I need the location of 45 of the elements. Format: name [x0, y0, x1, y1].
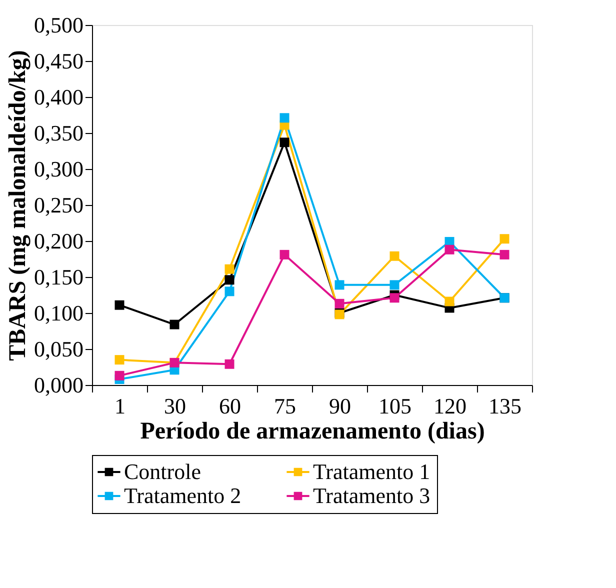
y-tick-label: 0,150	[34, 264, 84, 290]
point	[500, 234, 510, 244]
point	[390, 251, 400, 261]
point	[114, 300, 124, 310]
y-tick-label: 0,200	[34, 228, 84, 254]
point	[224, 359, 234, 369]
point	[170, 320, 180, 330]
x-tick-label: 30	[164, 394, 186, 418]
point	[390, 293, 400, 303]
x-tick-label: 120	[434, 394, 466, 418]
point	[114, 355, 124, 365]
y-tick-label: 0,100	[34, 300, 84, 326]
y-tick-label: 0,400	[34, 84, 84, 110]
point	[444, 296, 454, 306]
legend-label: Controle	[124, 459, 201, 484]
point	[114, 370, 124, 380]
x-tick-label: 105	[378, 394, 412, 418]
legend-label: Tratamento 1	[313, 459, 430, 484]
legend-label: Tratamento 3	[313, 483, 430, 508]
point	[224, 286, 234, 296]
point	[500, 250, 510, 260]
y-tick-label: 0,300	[34, 156, 84, 182]
y-tick-label: 0,250	[34, 192, 84, 218]
point	[280, 113, 290, 123]
y-axis-title: TBARS (mg malonaldeído/kg)	[5, 50, 31, 361]
point	[334, 280, 344, 290]
x-tick-label: 90	[329, 394, 351, 418]
y-tick-label: 0,450	[34, 48, 84, 74]
x-tick-label: 1	[114, 394, 126, 418]
point	[224, 264, 234, 274]
y-tick-label: 0,050	[34, 336, 84, 362]
y-tick-label: 0,000	[34, 372, 84, 398]
x-tick-label: 75	[274, 394, 296, 418]
point	[280, 250, 290, 260]
point	[334, 298, 344, 308]
x-tick-label: 60	[219, 394, 241, 418]
point	[224, 275, 234, 285]
x-tick-label: 135	[488, 394, 522, 418]
y-tick-label: 0,350	[34, 120, 84, 146]
y-tick-label: 0,500	[34, 12, 84, 38]
point	[444, 244, 454, 254]
x-axis-title: Período de armazenamento (dias)	[140, 418, 485, 444]
point	[390, 280, 400, 290]
point	[280, 138, 290, 148]
legend-label: Tratamento 2	[124, 483, 242, 508]
